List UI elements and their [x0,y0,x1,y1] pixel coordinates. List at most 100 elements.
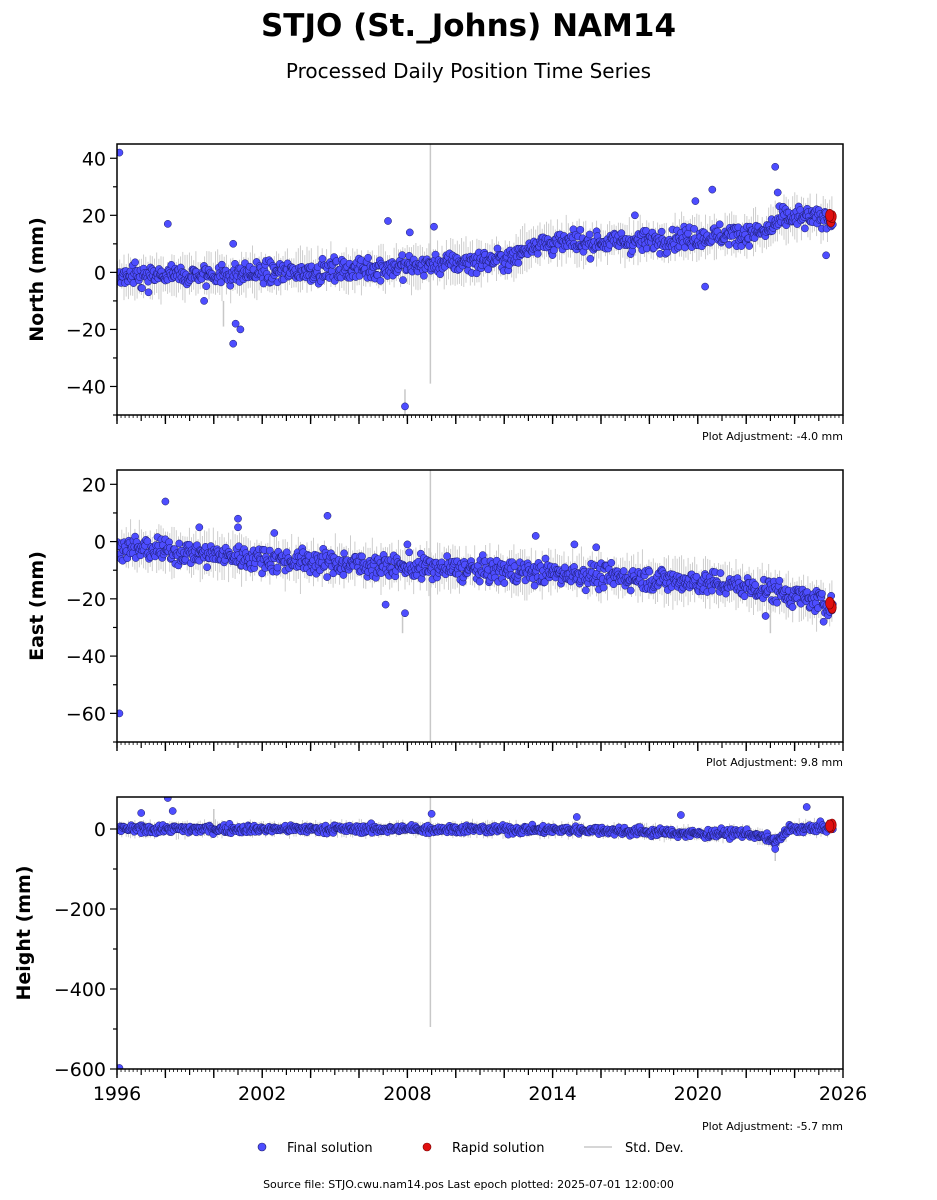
legend-final-label: Final solution [287,1141,373,1156]
data-point [340,549,348,558]
legend-std-label: Std. Dev. [625,1141,684,1156]
data-point [576,225,585,234]
east-panel: −60 −40 −20 0 20 East (mm) Plot Adjustment: 9.… [26,469,844,769]
north-y-axis-label: North (mm) [26,217,48,342]
north-y-tick-label: 20 [82,205,106,227]
outlier-point [592,543,601,552]
x-tick-label: 1996 [93,1083,141,1105]
data-point [217,278,225,287]
data-point [175,539,184,548]
data-point [645,567,654,576]
height-y-tick-label: −200 [54,899,106,921]
data-point [405,548,414,557]
outlier-point [427,809,436,818]
outlier-point [572,813,581,821]
north-final-points [117,148,837,411]
x-tick-label: 2002 [238,1083,286,1105]
north-y-tick-label: 40 [82,148,106,170]
data-point [541,554,550,563]
data-point [398,251,407,259]
data-point [585,230,594,239]
outlier-point [200,297,208,305]
x-tick-label: 2020 [674,1083,722,1105]
height-plot-area [117,797,837,1069]
outlier-point [401,609,409,618]
east-y-axis-label: East (mm) [26,551,48,661]
outlier-point [401,402,409,411]
outlier-point [270,529,279,537]
data-point [514,259,523,267]
height-rapid-points [825,818,837,834]
data-point [399,276,407,284]
outlier-point [677,811,685,819]
data-point [581,586,590,595]
height-y-axis-label: Height (mm) [13,865,35,1000]
outlier-point [708,185,717,194]
data-point [550,246,558,255]
data-point [318,254,327,263]
data-point [475,577,484,586]
outlier-point [819,617,828,626]
outlier-point [771,845,780,853]
outlier-point [430,222,438,231]
data-point [500,579,509,587]
outlier-point [117,1064,124,1069]
outlier-point [161,497,170,506]
data-point [716,569,725,577]
outlier-point [229,339,238,348]
outlier-point [234,523,242,532]
data-point [773,598,781,607]
outlier-point [381,600,390,609]
east-axes-frame [116,469,844,743]
data-point [443,552,451,560]
data-point [751,581,760,589]
height-y-tick-label: −600 [54,1059,106,1081]
east-y-tick-label: 20 [82,474,106,496]
footer-source: Source file: STJO.cwu.nam14.pos Last epo… [263,1178,674,1191]
data-point [599,583,608,592]
x-tick-label: 2008 [383,1083,431,1105]
east-y-tick-label: −60 [66,703,106,725]
data-point [530,581,539,590]
outlier-point [195,523,204,532]
height-y-tick-label: 0 [94,819,106,841]
x-tick-label: 2014 [528,1083,576,1105]
page-subtitle: Processed Daily Position Time Series [286,59,651,83]
data-point [775,576,784,585]
outlier-point [144,288,153,297]
north-plot-adjustment: Plot Adjustment: -4.0 mm [702,430,843,443]
outlier-point [168,807,177,815]
data-point [657,227,666,236]
north-plot-area [117,144,837,415]
outlier-point [570,540,579,549]
rapid-point [825,596,835,610]
height-plot-adjustment: Plot Adjustment: -5.7 mm [702,1120,843,1133]
data-point [420,271,428,280]
outlier-point [137,809,146,817]
rapid-point [825,209,835,222]
x-tick-label: 2026 [819,1083,867,1105]
data-point [619,567,628,575]
page-title: STJO (St._Johns) NAM14 [261,8,676,44]
east-plot-adjustment: Plot Adjustment: 9.8 mm [706,756,843,769]
data-point [376,276,385,285]
data-point [364,253,372,262]
data-point [663,248,671,257]
outlier-point [531,532,540,540]
data-point [801,224,809,233]
outlier-point [771,162,780,171]
outlier-point [822,251,830,260]
east-final-points [117,497,837,718]
outlier-point [231,319,240,328]
north-rapid-points [825,209,837,228]
east-y-tick-label: −40 [66,646,106,668]
outlier-point [405,228,414,237]
east-rapid-points [825,596,837,614]
outlier-point [117,148,124,157]
data-point [692,572,701,581]
outlier-point [229,239,238,248]
north-panel: −40 −20 0 20 40 North (mm) Plot Adjustment: -4… [26,143,844,443]
height-final-points [117,797,837,1069]
outlier-point [163,797,172,802]
